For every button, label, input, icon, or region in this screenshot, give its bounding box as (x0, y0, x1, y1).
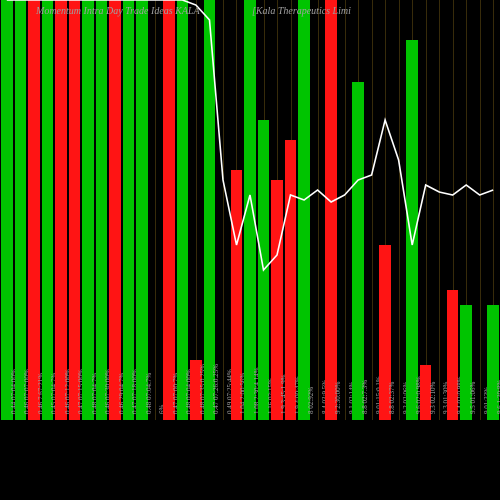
volume-bar (136, 0, 148, 420)
x-axis-label: 9 2:30:00% (334, 382, 342, 414)
gridline (426, 0, 427, 420)
gridline (223, 0, 224, 420)
volume-bar (15, 0, 27, 420)
volume-bar (352, 82, 364, 420)
volume-bar (325, 0, 337, 420)
volume-bar (123, 0, 135, 420)
x-axis-label: 9.6 1:30:8% (496, 380, 500, 414)
gridline (399, 0, 400, 420)
x-axis-label: 0.47 07:26:0.25% (212, 364, 220, 414)
chart-title-left: Momentum Intra Day Trade Ideas KALA (36, 6, 200, 17)
volume-bar (69, 0, 81, 420)
volume-bar (55, 0, 67, 420)
volume-bar (204, 0, 216, 420)
gridline (155, 0, 156, 420)
gridline (480, 0, 481, 420)
gridline (345, 0, 346, 420)
volume-bar (82, 0, 94, 420)
volume-bar (109, 0, 121, 420)
volume-bar (244, 0, 256, 420)
x-axis-label: 8 02:92% (307, 387, 315, 414)
volume-bar (406, 40, 418, 420)
gridline (372, 0, 373, 420)
volume-bar (28, 0, 40, 420)
volume-bar (177, 0, 189, 420)
gridline (318, 0, 319, 420)
volume-bar (96, 0, 108, 420)
chart-title-right: [Kala Therapeutics Limi (252, 6, 351, 17)
x-axis-label: 8.8 02:7.3% (361, 380, 369, 414)
x-axis-label: 9.3 02:10% (429, 382, 437, 414)
volume-bar (1, 0, 13, 420)
gridline (439, 0, 440, 420)
volume-bar (163, 0, 175, 420)
x-axis-label: 9.5 01:06% (469, 382, 477, 414)
x-axis-label: 8.8 02:37% (388, 382, 396, 414)
x-axis-label: 0.48 07:04:7% (145, 373, 153, 414)
volume-bar (258, 120, 270, 420)
momentum-chart: Momentum Intra Day Trade Ideas KALA [Kal… (0, 0, 500, 500)
volume-bar (298, 0, 310, 420)
gridline (196, 0, 197, 420)
volume-bar (42, 0, 54, 420)
